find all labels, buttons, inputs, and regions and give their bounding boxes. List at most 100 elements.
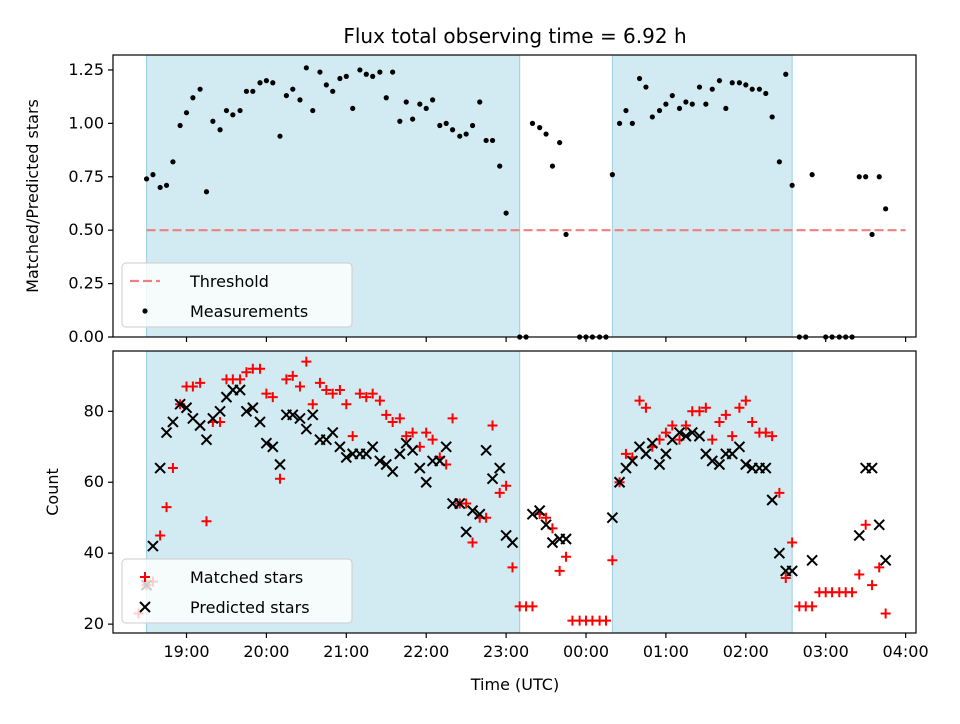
predicted-star-point bbox=[546, 536, 559, 549]
measurement-point bbox=[609, 172, 615, 178]
x-tick-label: 04:00 bbox=[883, 642, 929, 661]
measurement-point bbox=[237, 107, 243, 114]
predicted-star-point bbox=[773, 547, 786, 559]
measurement-point bbox=[337, 75, 343, 82]
measurement-point bbox=[310, 107, 316, 114]
measurement-point bbox=[736, 80, 743, 86]
measurement-point bbox=[756, 86, 762, 92]
measurement-point bbox=[143, 176, 150, 182]
predicted-star-point bbox=[340, 451, 353, 464]
measurement-point bbox=[377, 69, 383, 75]
measurement-point bbox=[323, 82, 329, 88]
measurement-point bbox=[157, 184, 163, 191]
ratio-legend: Threshold Measurements bbox=[121, 262, 353, 328]
predicted-star-point bbox=[613, 476, 626, 488]
matched-star-point bbox=[367, 388, 378, 399]
matched-star-point bbox=[287, 370, 298, 381]
measurement-point bbox=[563, 231, 569, 238]
predicted-star-point bbox=[160, 426, 173, 439]
y-tick-label: 20 bbox=[84, 614, 104, 633]
matched-star-point bbox=[700, 402, 711, 413]
predicted-star-point bbox=[460, 526, 472, 538]
measurement-point bbox=[397, 118, 403, 124]
matched-star-point bbox=[780, 573, 791, 584]
predicted-star-point bbox=[214, 405, 226, 418]
legend-label: Threshold bbox=[189, 272, 269, 291]
measurement-point bbox=[197, 86, 203, 92]
x-tick-label: 20:00 bbox=[243, 642, 289, 661]
measurement-point bbox=[230, 112, 236, 118]
matched-stars-series bbox=[133, 356, 891, 626]
predicted-star-point bbox=[294, 412, 306, 425]
measurement-point bbox=[363, 71, 369, 77]
legend-matched-swatch bbox=[140, 572, 150, 582]
matched-star-point bbox=[600, 615, 611, 626]
matched-star-point bbox=[307, 399, 318, 410]
matched-star-point bbox=[267, 392, 278, 403]
measurement-point bbox=[170, 159, 176, 165]
legend-predicted-swatch bbox=[139, 601, 151, 613]
measurement-point bbox=[277, 133, 283, 139]
measurement-point bbox=[497, 163, 503, 169]
measurement-point bbox=[676, 105, 683, 112]
predicted-star-point bbox=[766, 494, 778, 506]
predicted-star-point bbox=[466, 504, 479, 517]
matched-star-point bbox=[807, 601, 818, 612]
matched-star-point bbox=[874, 562, 885, 573]
measurement-point bbox=[696, 84, 703, 90]
matched-star-point bbox=[760, 427, 771, 438]
y-tick-label: 80 bbox=[84, 401, 104, 420]
predicted-star-point bbox=[606, 512, 619, 524]
matched-star-point bbox=[467, 537, 478, 548]
measurement-point bbox=[656, 107, 663, 114]
predicted-star-point bbox=[560, 533, 572, 545]
legend-box bbox=[121, 558, 353, 624]
predicted-star-point bbox=[147, 540, 159, 552]
predicted-star-point bbox=[247, 402, 259, 414]
predicted-star-point bbox=[287, 409, 299, 421]
predicted-star-point bbox=[174, 398, 186, 410]
predicted-star-point bbox=[414, 462, 426, 474]
measurement-point bbox=[469, 122, 476, 129]
matched-star-point bbox=[787, 537, 798, 548]
measurement-point bbox=[477, 99, 483, 105]
measurement-point bbox=[616, 120, 623, 126]
predicted-star-point bbox=[626, 455, 639, 467]
matched-star-point bbox=[727, 431, 738, 442]
matched-star-point bbox=[235, 374, 246, 385]
predicted-star-point bbox=[653, 458, 666, 471]
predicted-star-point bbox=[526, 508, 539, 520]
measurement-point bbox=[297, 97, 303, 103]
matched-star-point bbox=[274, 473, 285, 484]
predicted-star-point bbox=[680, 430, 692, 442]
measurement-point bbox=[629, 120, 635, 126]
predicted-star-point bbox=[480, 444, 492, 457]
predicted-star-point bbox=[420, 476, 432, 488]
predicted-star-point bbox=[640, 448, 652, 460]
measurement-point bbox=[210, 118, 216, 124]
predicted-star-point bbox=[706, 455, 718, 467]
predicted-star-point bbox=[786, 565, 798, 577]
predicted-star-point bbox=[307, 409, 319, 421]
matched-star-point bbox=[447, 413, 458, 424]
predicted-star-point bbox=[873, 519, 885, 531]
matched-star-point bbox=[640, 402, 651, 413]
predicted-star-point bbox=[240, 405, 253, 418]
predicted-star-point bbox=[327, 426, 339, 439]
matched-star-point bbox=[387, 416, 398, 427]
measurement-point bbox=[257, 80, 263, 86]
measurement-point bbox=[769, 114, 775, 120]
matched-star-point bbox=[321, 385, 332, 396]
predicted-star-point bbox=[673, 426, 686, 439]
matched-star-point bbox=[680, 420, 691, 431]
measurement-point bbox=[749, 86, 755, 92]
count-panel: 20 40 60 80 19:00 20:00 21:00 22:00 23:00 00:00 01… bbox=[84, 350, 929, 661]
measurement-point bbox=[729, 80, 735, 86]
x-tick-label: 01:00 bbox=[643, 642, 689, 661]
matched-star-point bbox=[561, 551, 572, 562]
predicted-star-point bbox=[234, 384, 246, 396]
matched-star-point bbox=[407, 427, 418, 438]
matched-star-point bbox=[195, 377, 206, 388]
x-tick-label: 19:00 bbox=[163, 642, 209, 661]
